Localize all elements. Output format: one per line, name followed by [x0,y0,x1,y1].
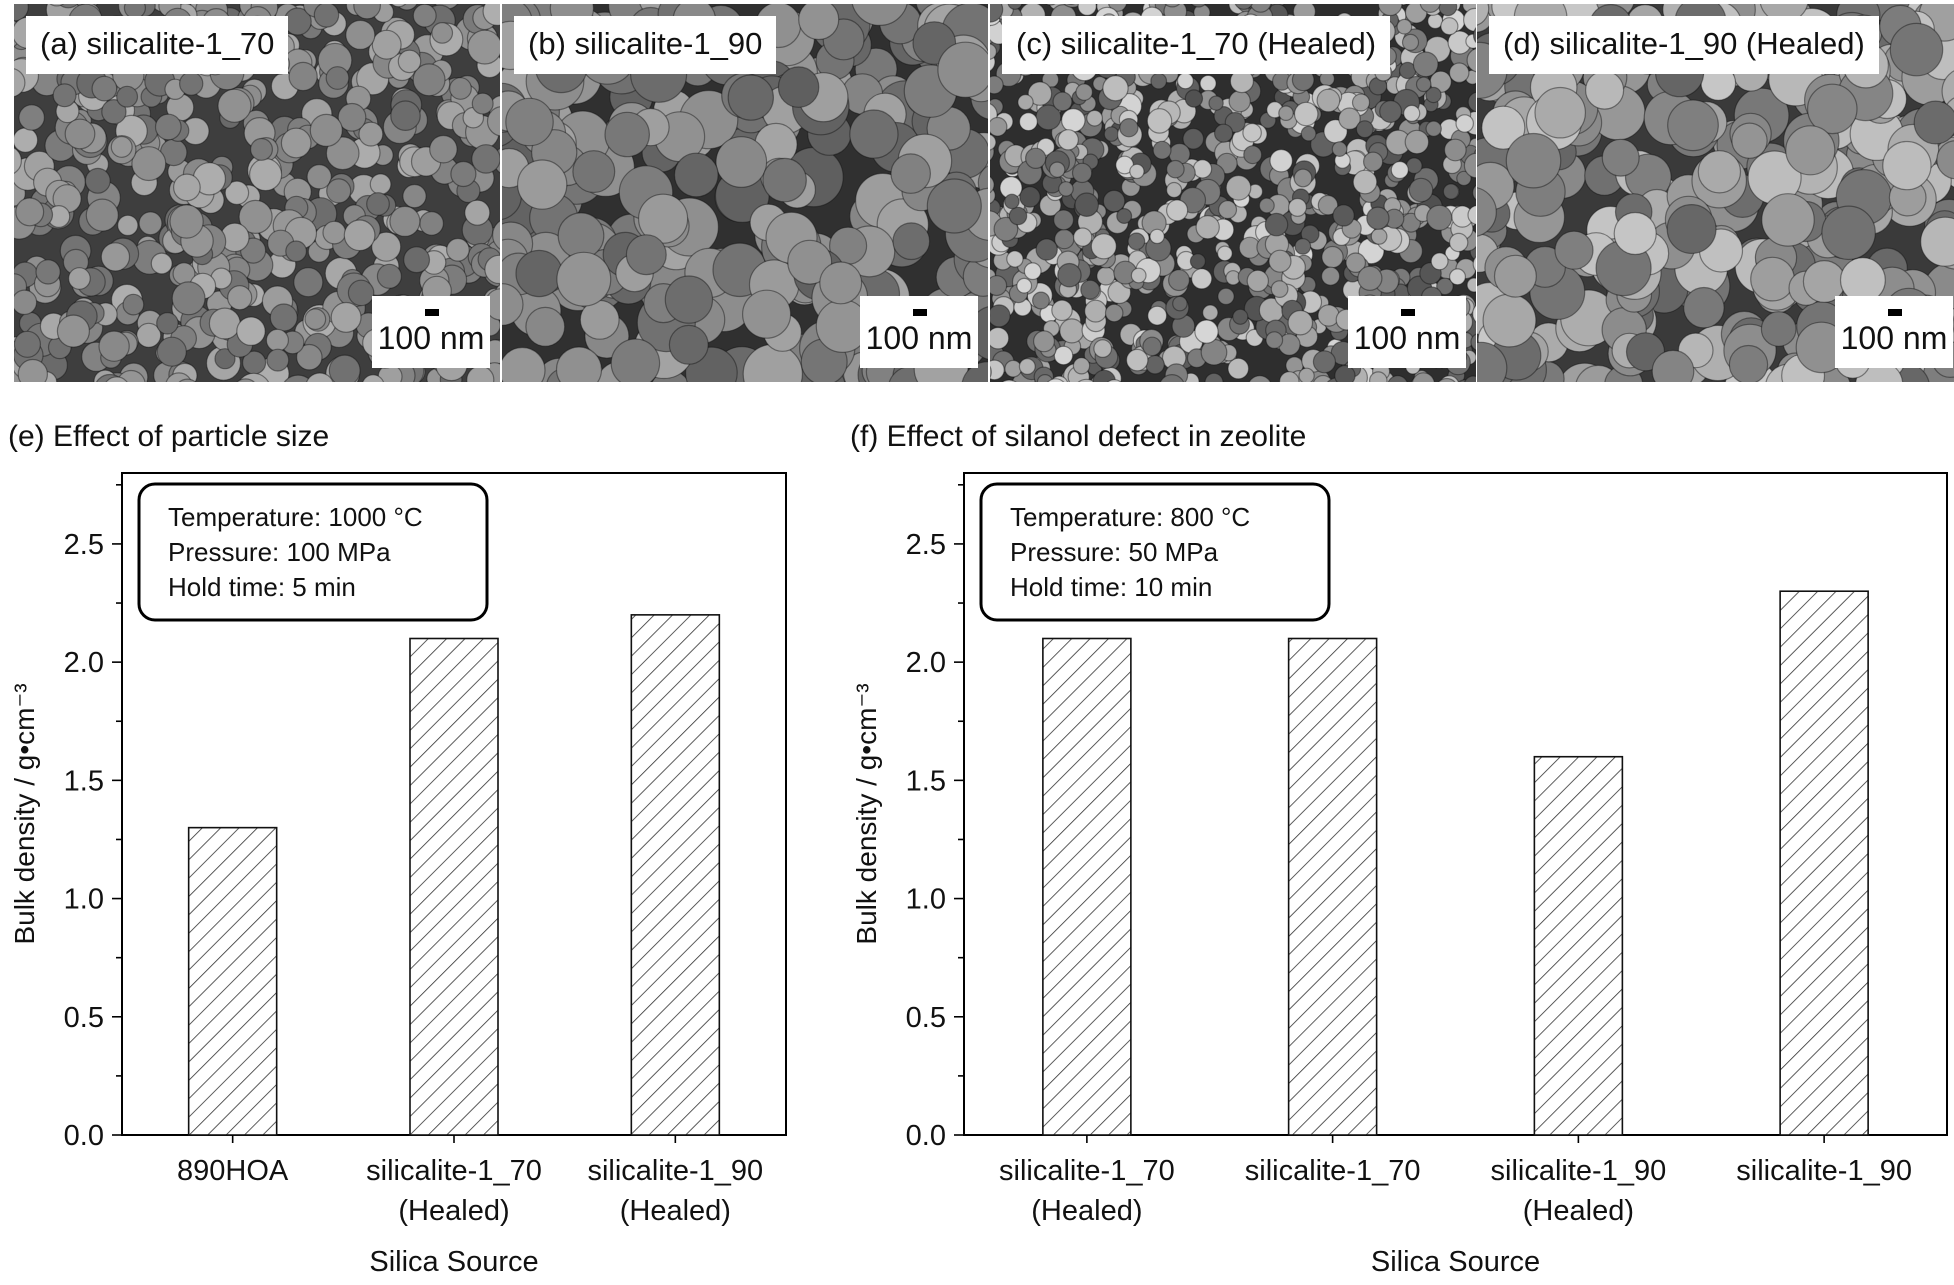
x-tick-label-e-1: silicalite-1_70 [366,1155,542,1187]
bar-f-3 [1779,590,1869,1136]
sem-label-d: (d) silicalite-1_90 (Healed) [1489,16,1879,74]
scale-label-d: 100 nm [1840,320,1948,356]
x-tick-label-f-1: silicalite-1_70 [1245,1155,1421,1187]
scale-label-b: 100 nm [865,320,973,356]
annotation-line-e: Hold time: 5 min [168,572,356,602]
x-axis-label-f: Silica Source [1371,1246,1540,1278]
y-tick-label-f: 2.0 [906,647,946,679]
chart-f: 0.0 0.5 1.0 1.5 2.0 2.5 Bulk density / g•cm⁻³ s… [851,472,1948,1278]
y-tick-label-f: 0.5 [906,1002,946,1034]
scale-bar-box-d: 100 nm [1835,296,1953,368]
sem-panel-b: (b) silicalite-1_90 100 nm [502,4,988,382]
y-tick-label-e: 1.0 [64,884,104,916]
annotation-line-e: Temperature: 1000 °C [168,502,423,532]
scale-label-c: 100 nm [1353,320,1461,356]
x-tick-label-f-0: (Healed) [1031,1195,1142,1227]
annotation-line-f: Temperature: 800 °C [1010,502,1250,532]
x-tick-label-f-2: (Healed) [1523,1195,1634,1227]
y-axis-label-e: Bulk density / g•cm⁻³ [9,683,40,944]
scale-bar-a [425,309,439,316]
annotation-box-f [979,482,1331,622]
bar-f-0 [1042,637,1132,1136]
y-tick-label-f: 2.5 [906,529,946,561]
x-tick-label-e-2: (Healed) [620,1195,731,1227]
y-tick-label-f: 0.0 [906,1120,946,1152]
bar-e-2 [630,614,721,1136]
x-axis-label-e: Silica Source [369,1246,538,1278]
chart-e: 0.0 0.5 1.0 1.5 2.0 2.5 Bulk density / g•cm⁻³ 8… [9,472,787,1278]
scale-bar-box-b: 100 nm [860,296,978,368]
sem-label-c: (c) silicalite-1_70 (Healed) [1002,16,1391,74]
annotation-box-e [137,482,489,622]
y-tick-label-f: 1.5 [906,765,946,797]
scale-label-a: 100 nm [377,320,485,356]
x-tick-label-e-0: 890HOA [177,1155,289,1187]
x-tick-label-f-0: silicalite-1_70 [999,1155,1175,1187]
y-tick-label-e: 0.5 [64,1002,104,1034]
x-tick-label-e-2: silicalite-1_90 [587,1155,763,1187]
scale-bar-box-a: 100 nm [372,296,490,368]
annotation-line-f: Pressure: 50 MPa [1010,537,1219,567]
y-tick-label-f: 1.0 [906,884,946,916]
plot-frame-f [963,472,1948,1136]
y-axis-label-f: Bulk density / g•cm⁻³ [851,683,882,944]
x-tick-label-f-3: silicalite-1_90 [1736,1155,1912,1187]
bar-f-2 [1533,755,1624,1136]
y-tick-label-e: 1.5 [64,765,104,797]
y-tick-label-e: 0.0 [64,1120,104,1152]
sem-panel-c: (c) silicalite-1_70 (Healed) 100 nm [990,4,1476,382]
annotation-line-f: Hold time: 10 min [1010,572,1212,602]
chart-e-title: (e) Effect of particle size [8,420,330,453]
scale-bar-box-c: 100 nm [1348,296,1466,368]
sem-panel-a: (a) silicalite-1_70 100 nm [14,4,500,382]
sem-label-a: (a) silicalite-1_70 [26,16,289,74]
bar-e-0 [187,826,278,1136]
scale-bar-d [1888,309,1902,316]
y-tick-label-e: 2.0 [64,647,104,679]
y-tick-label-e: 2.5 [64,529,104,561]
sem-label-b: (b) silicalite-1_90 [514,16,777,74]
x-tick-label-f-2: silicalite-1_90 [1491,1155,1667,1187]
x-tick-label-e-1: (Healed) [398,1195,509,1227]
scale-bar-c [1401,309,1415,316]
sem-panel-d: (d) silicalite-1_90 (Healed) 100 nm [1477,4,1954,382]
chart-f-title: (f) Effect of silanol defect in zeolite [850,420,1307,453]
bar-e-1 [409,637,499,1136]
annotation-line-e: Pressure: 100 MPa [168,537,391,567]
scale-bar-b [913,309,927,316]
bar-f-1 [1287,637,1378,1136]
